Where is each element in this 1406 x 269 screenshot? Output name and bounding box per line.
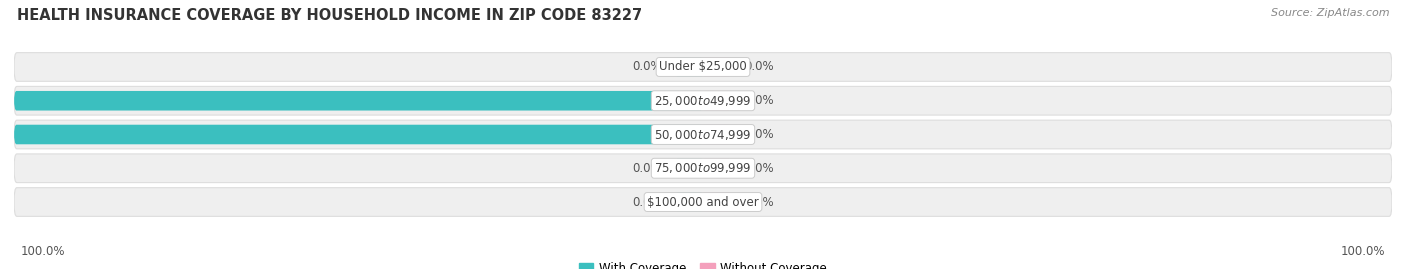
- Text: 0.0%: 0.0%: [744, 128, 773, 141]
- Text: $50,000 to $74,999: $50,000 to $74,999: [654, 128, 752, 141]
- FancyBboxPatch shape: [703, 192, 731, 212]
- Text: 0.0%: 0.0%: [744, 94, 773, 107]
- Text: 0.0%: 0.0%: [744, 61, 773, 73]
- Text: $75,000 to $99,999: $75,000 to $99,999: [654, 161, 752, 175]
- Legend: With Coverage, Without Coverage: With Coverage, Without Coverage: [574, 258, 832, 269]
- Text: 0.0%: 0.0%: [744, 162, 773, 175]
- FancyBboxPatch shape: [14, 91, 703, 111]
- Text: 100.0%: 100.0%: [21, 245, 66, 258]
- FancyBboxPatch shape: [703, 125, 731, 144]
- Text: 0.0%: 0.0%: [633, 162, 662, 175]
- Text: 100.0%: 100.0%: [1340, 245, 1385, 258]
- FancyBboxPatch shape: [703, 91, 731, 111]
- Text: HEALTH INSURANCE COVERAGE BY HOUSEHOLD INCOME IN ZIP CODE 83227: HEALTH INSURANCE COVERAGE BY HOUSEHOLD I…: [17, 8, 643, 23]
- FancyBboxPatch shape: [14, 154, 1392, 183]
- Text: $25,000 to $49,999: $25,000 to $49,999: [654, 94, 752, 108]
- FancyBboxPatch shape: [14, 188, 1392, 216]
- Text: $100,000 and over: $100,000 and over: [647, 196, 759, 208]
- Text: Source: ZipAtlas.com: Source: ZipAtlas.com: [1271, 8, 1389, 18]
- FancyBboxPatch shape: [675, 158, 703, 178]
- FancyBboxPatch shape: [703, 57, 731, 77]
- FancyBboxPatch shape: [675, 57, 703, 77]
- FancyBboxPatch shape: [14, 120, 1392, 149]
- FancyBboxPatch shape: [703, 158, 731, 178]
- Text: 0.0%: 0.0%: [633, 196, 662, 208]
- FancyBboxPatch shape: [675, 192, 703, 212]
- FancyBboxPatch shape: [14, 86, 1392, 115]
- Text: 0.0%: 0.0%: [633, 61, 662, 73]
- Text: Under $25,000: Under $25,000: [659, 61, 747, 73]
- FancyBboxPatch shape: [14, 125, 703, 144]
- FancyBboxPatch shape: [14, 53, 1392, 81]
- Text: 0.0%: 0.0%: [744, 196, 773, 208]
